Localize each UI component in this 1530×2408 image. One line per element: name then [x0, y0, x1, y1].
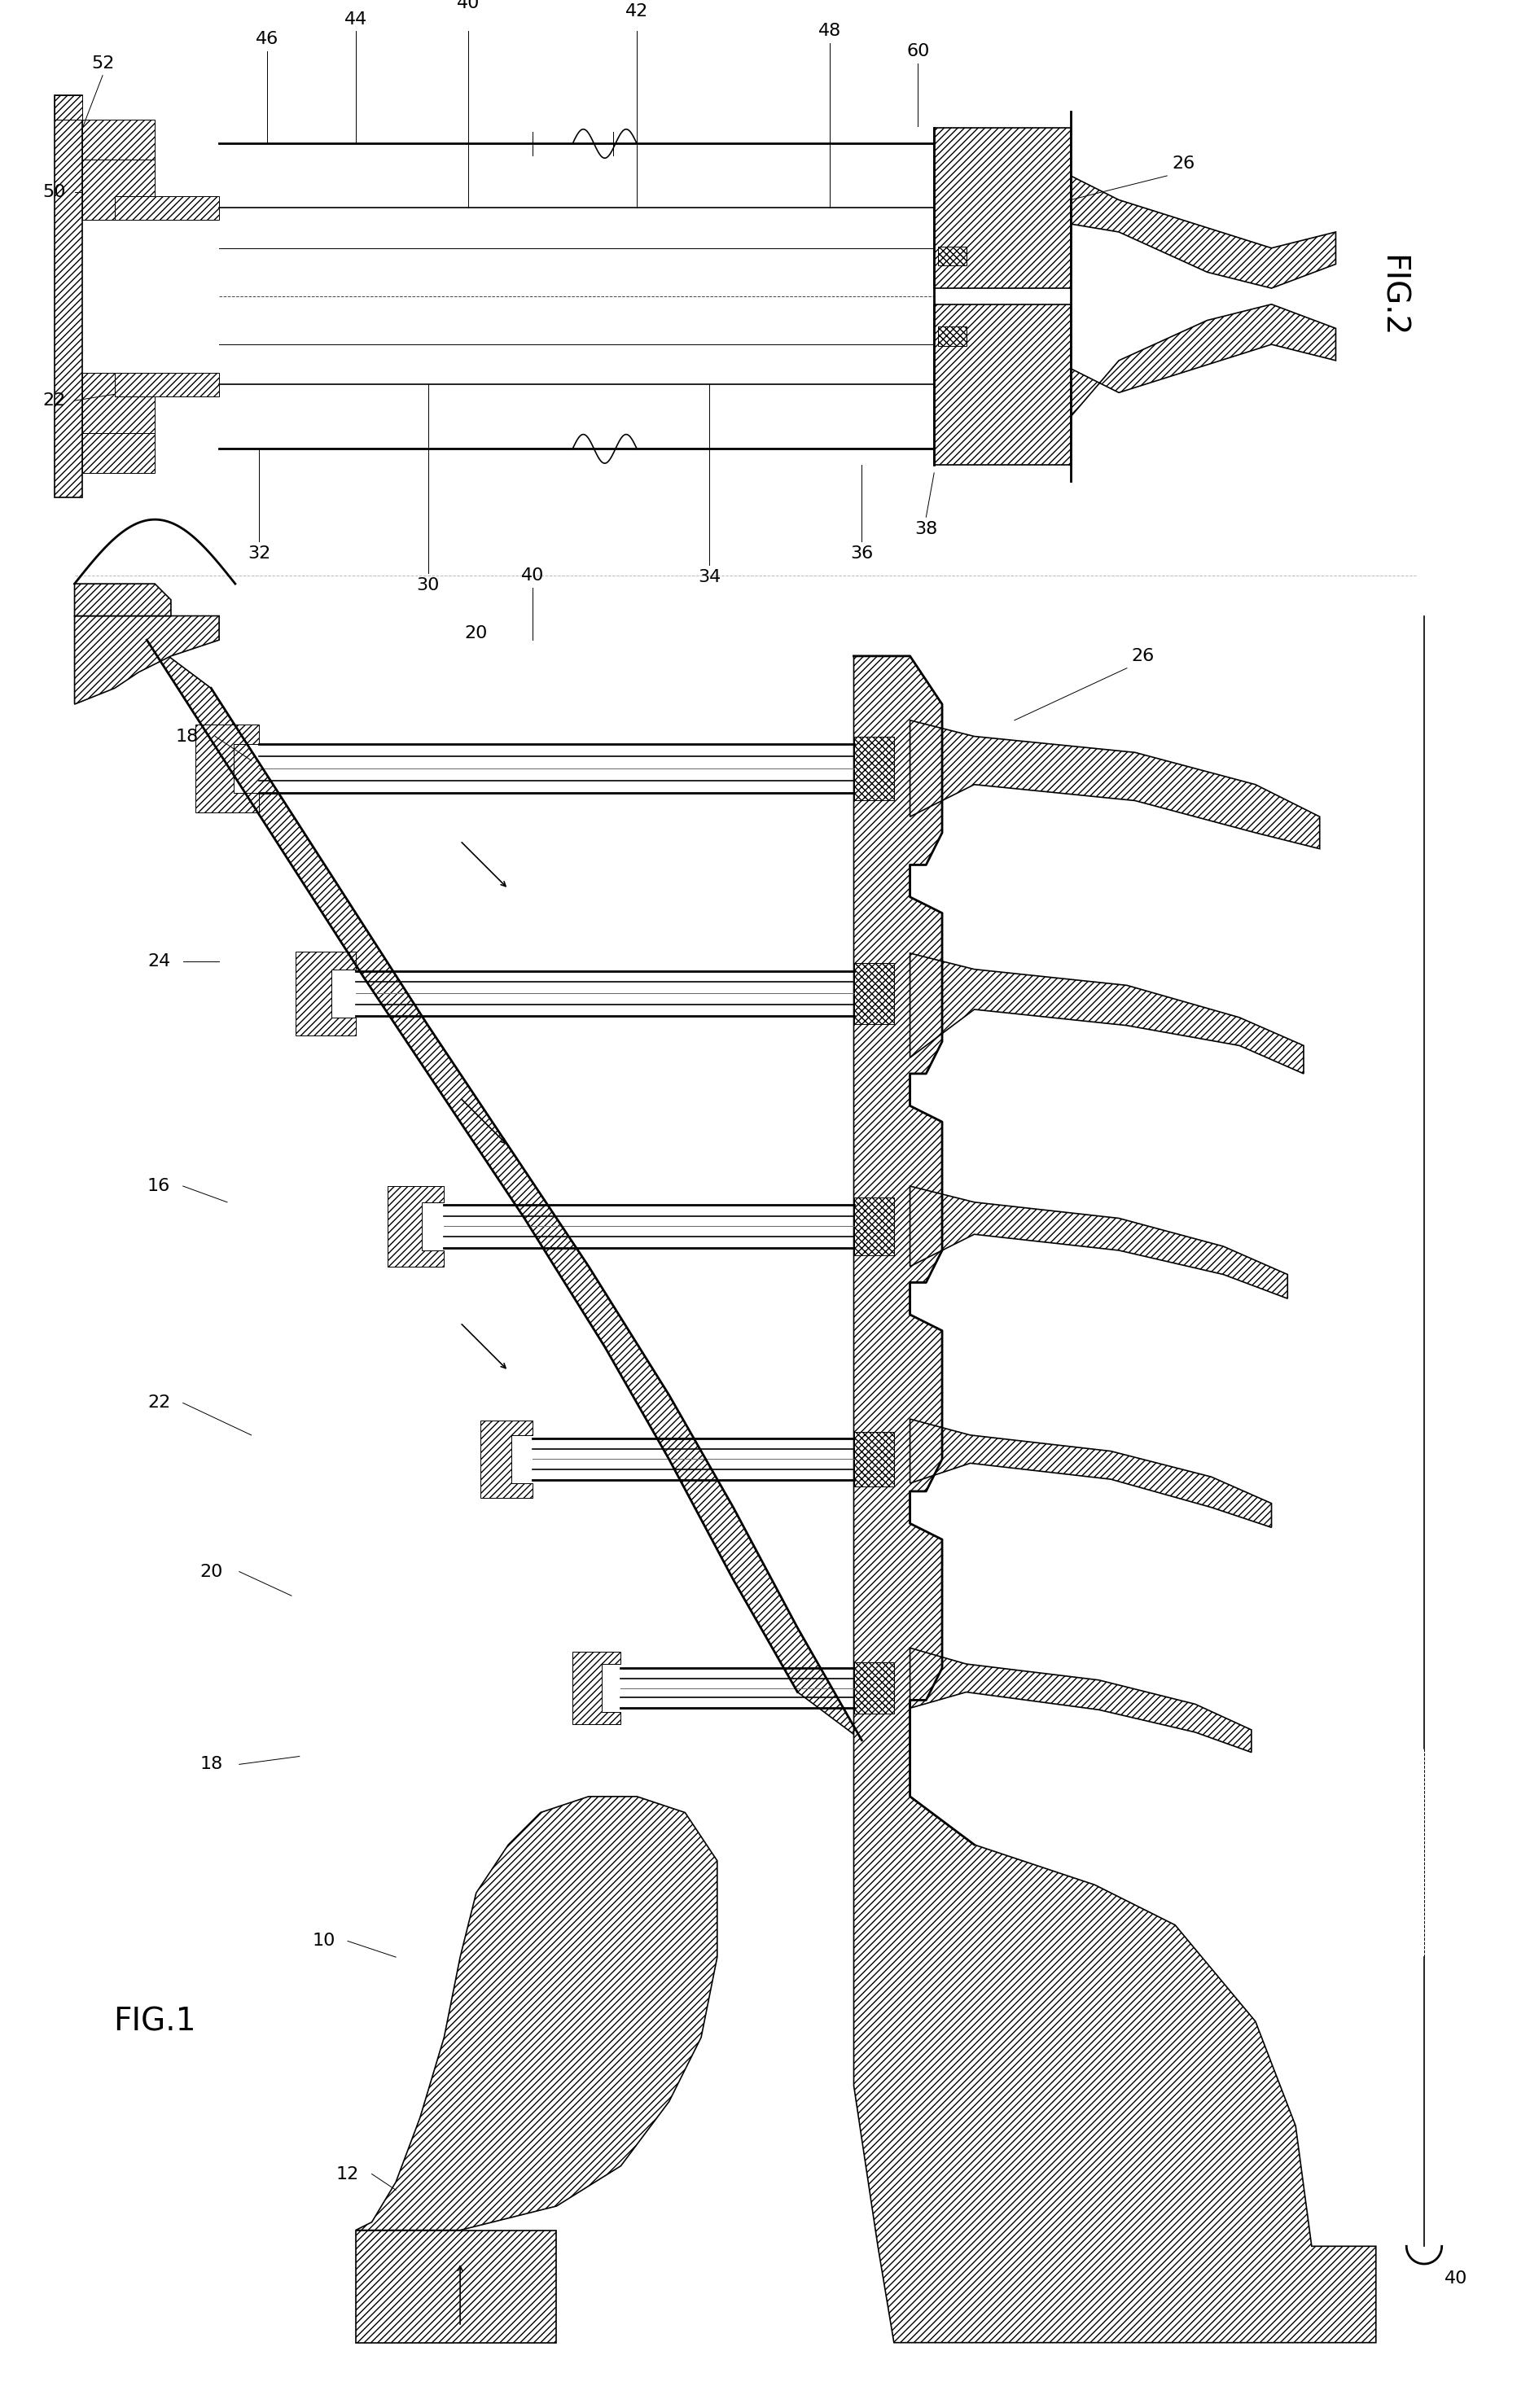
Polygon shape — [295, 951, 355, 1035]
Text: 22: 22 — [147, 1394, 170, 1411]
Text: 32: 32 — [248, 544, 271, 561]
Polygon shape — [910, 1187, 1288, 1298]
Polygon shape — [854, 1662, 894, 1714]
Polygon shape — [387, 1187, 444, 1267]
Text: 18: 18 — [176, 727, 199, 744]
Polygon shape — [83, 195, 219, 219]
Text: 40: 40 — [1444, 2271, 1467, 2288]
Polygon shape — [75, 583, 171, 616]
Polygon shape — [854, 655, 1375, 2343]
Text: 48: 48 — [819, 24, 842, 39]
Polygon shape — [55, 96, 83, 120]
Polygon shape — [1071, 303, 1336, 417]
Polygon shape — [938, 327, 967, 347]
Text: 60: 60 — [906, 43, 930, 60]
Polygon shape — [83, 120, 155, 159]
Text: 46: 46 — [256, 31, 278, 48]
Text: 50: 50 — [43, 183, 66, 200]
Polygon shape — [572, 1652, 621, 1724]
Polygon shape — [83, 373, 219, 397]
Polygon shape — [75, 616, 219, 703]
Text: 34: 34 — [698, 568, 721, 585]
Polygon shape — [854, 737, 894, 799]
Text: 20: 20 — [465, 626, 488, 641]
Polygon shape — [355, 2230, 557, 2343]
Polygon shape — [194, 725, 259, 811]
Polygon shape — [935, 303, 1071, 465]
Text: 24: 24 — [147, 954, 170, 970]
Polygon shape — [83, 433, 155, 472]
Text: FIG.1: FIG.1 — [113, 2006, 196, 2037]
Text: 10: 10 — [312, 1934, 335, 1948]
Polygon shape — [854, 1197, 894, 1255]
Polygon shape — [83, 159, 155, 219]
Polygon shape — [1071, 176, 1336, 289]
Text: 40: 40 — [520, 568, 545, 583]
Text: 44: 44 — [344, 12, 367, 26]
Text: 26: 26 — [1172, 157, 1195, 171]
Polygon shape — [147, 641, 861, 1741]
Text: 38: 38 — [915, 520, 938, 537]
Text: 20: 20 — [199, 1563, 223, 1580]
Text: 18: 18 — [199, 1755, 222, 1772]
Polygon shape — [910, 1647, 1252, 1753]
Text: 22: 22 — [43, 393, 66, 409]
Polygon shape — [938, 246, 967, 265]
Polygon shape — [910, 954, 1304, 1074]
Text: 12: 12 — [337, 2165, 360, 2182]
Text: FIG.2: FIG.2 — [1377, 255, 1408, 337]
Polygon shape — [910, 720, 1320, 848]
Text: 40: 40 — [456, 0, 480, 12]
Text: 52: 52 — [92, 55, 115, 72]
Polygon shape — [55, 96, 83, 496]
Text: 16: 16 — [147, 1178, 170, 1194]
Text: 26: 26 — [1132, 648, 1155, 665]
Text: 30: 30 — [416, 578, 439, 592]
Polygon shape — [480, 1421, 532, 1498]
Text: 42: 42 — [626, 2, 649, 19]
Polygon shape — [83, 373, 155, 433]
Polygon shape — [854, 963, 894, 1023]
Polygon shape — [355, 1796, 718, 2230]
Polygon shape — [854, 1433, 894, 1486]
Polygon shape — [910, 1418, 1271, 1527]
Polygon shape — [935, 128, 1071, 289]
Text: 36: 36 — [851, 544, 874, 561]
